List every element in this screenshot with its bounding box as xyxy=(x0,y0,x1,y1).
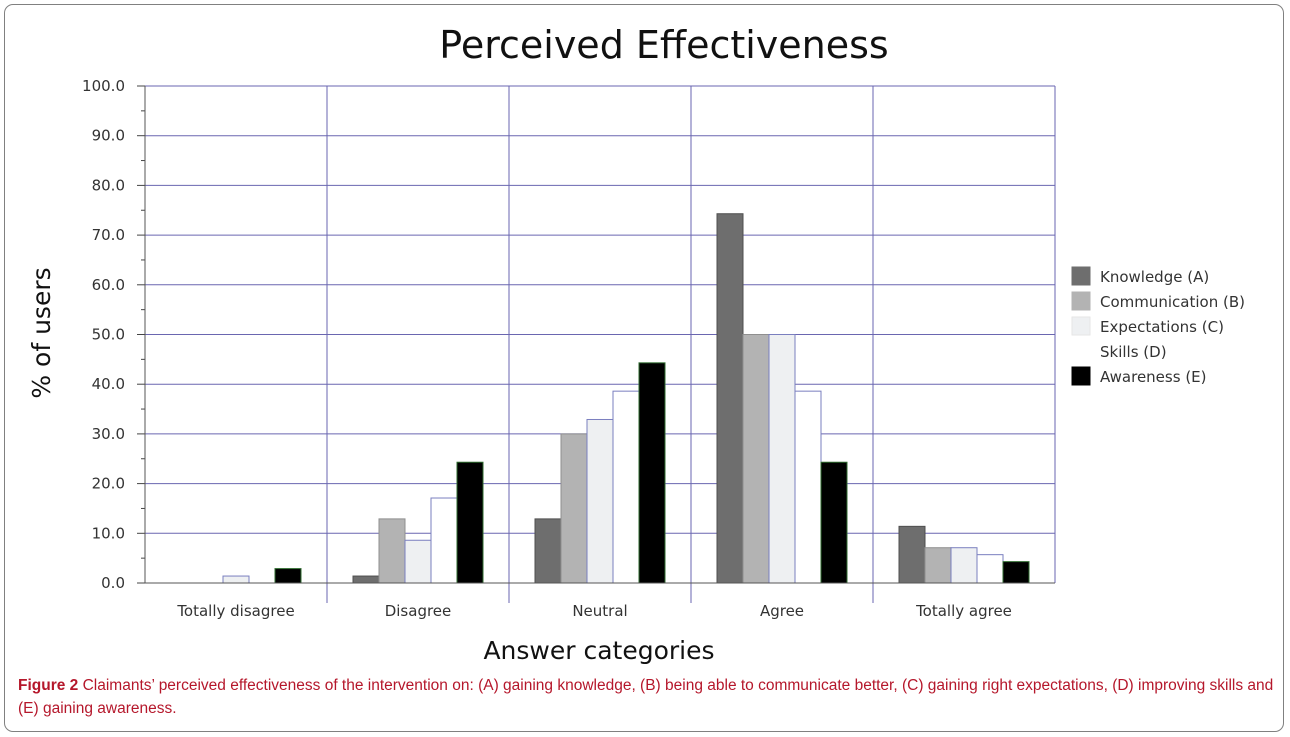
bar xyxy=(768,334,796,584)
y-tick-label: 50.0 xyxy=(92,326,125,344)
y-tick-label: 70.0 xyxy=(92,226,125,244)
bar xyxy=(560,433,588,584)
x-tick-label: Totally agree xyxy=(915,602,1012,620)
y-tick-label: 30.0 xyxy=(92,425,125,443)
legend-swatch xyxy=(1071,366,1091,386)
bar xyxy=(976,554,1004,584)
x-tick-label: Agree xyxy=(760,602,804,620)
bars xyxy=(222,213,1030,584)
y-tick-label: 90.0 xyxy=(92,127,125,145)
bar xyxy=(638,362,666,584)
bar xyxy=(534,518,562,584)
caption-label: Figure 2 xyxy=(18,677,79,694)
legend-swatch xyxy=(1071,291,1091,311)
bar xyxy=(456,461,484,584)
legend-swatch xyxy=(1071,316,1091,336)
y-tick-label: 20.0 xyxy=(92,475,125,493)
x-tick-label: Neutral xyxy=(572,602,627,620)
legend-swatch xyxy=(1071,266,1091,286)
bar xyxy=(716,213,744,584)
bar xyxy=(274,568,302,584)
y-axis-title: % of users xyxy=(27,267,56,398)
legend-label: Communication (B) xyxy=(1100,293,1245,311)
y-tick-label: 100.0 xyxy=(82,77,125,95)
bar xyxy=(820,461,848,584)
bar xyxy=(794,390,822,584)
legend-label: Expectations (C) xyxy=(1100,318,1224,336)
bar xyxy=(586,418,614,584)
bar xyxy=(378,518,406,584)
bar xyxy=(924,547,952,584)
bar xyxy=(950,547,978,584)
y-tick-label: 0.0 xyxy=(101,574,125,592)
x-tick-label: Disagree xyxy=(385,602,452,620)
legend-label: Knowledge (A) xyxy=(1100,268,1209,286)
bar xyxy=(612,390,640,584)
x-tick-label: Totally disagree xyxy=(176,602,294,620)
caption-text: Claimants’ perceived effectiveness of th… xyxy=(18,677,1274,717)
chart-title: Perceived Effectiveness xyxy=(439,23,888,67)
y-tick-label: 60.0 xyxy=(92,276,125,294)
y-tick-label: 10.0 xyxy=(92,524,125,542)
bar xyxy=(742,334,770,584)
bar xyxy=(430,497,458,584)
figure-caption: Figure 2 Claimants’ perceived effectiven… xyxy=(18,674,1280,720)
bar xyxy=(352,575,380,584)
legend-swatch xyxy=(1072,342,1090,360)
bar xyxy=(1002,561,1030,584)
legend-label: Skills (D) xyxy=(1100,343,1167,361)
x-axis-title: Answer categories xyxy=(483,636,714,665)
y-tick-label: 40.0 xyxy=(92,375,125,393)
bar xyxy=(404,539,432,584)
axes: 0.0 10.0 20.0 30.0 40.0 50.0 60.0 70.0 80.0 90.0 1… xyxy=(82,77,1055,620)
y-tick-label: 80.0 xyxy=(92,176,125,194)
bar xyxy=(222,575,250,584)
legend-label: Awareness (E) xyxy=(1100,368,1207,386)
legend: Knowledge (A) Communication (B) Expectatio… xyxy=(1071,266,1245,386)
bar xyxy=(898,525,926,584)
